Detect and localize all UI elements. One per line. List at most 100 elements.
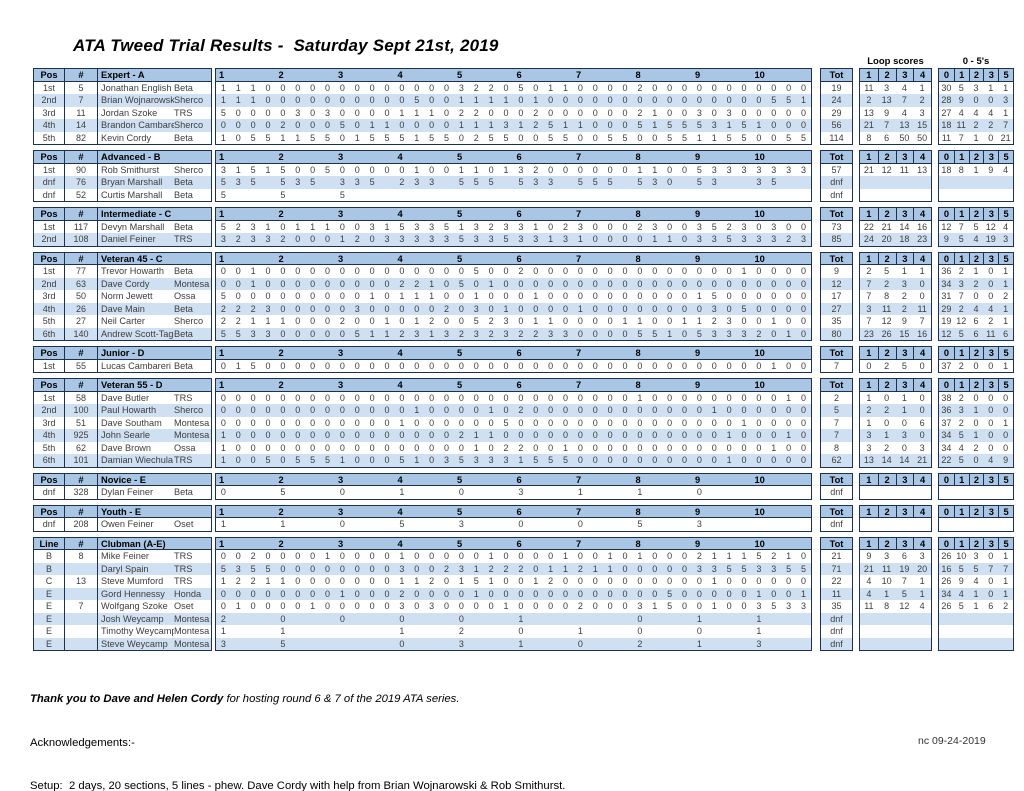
score-cell: 0 bbox=[369, 551, 375, 561]
score-cell: 0 bbox=[801, 455, 807, 465]
score-cell: 3 bbox=[563, 328, 569, 339]
score-cell bbox=[588, 518, 603, 531]
rider-row: 5th 82 Kevin Cordy Beta bbox=[34, 131, 211, 144]
score-cell bbox=[484, 613, 499, 626]
col1-header: Line bbox=[34, 537, 65, 549]
score-cell: 0 bbox=[667, 405, 673, 415]
count-header-cell: 2 bbox=[968, 151, 984, 163]
score-cell: 0 bbox=[354, 107, 360, 118]
section-header: 1 bbox=[219, 474, 225, 485]
score-cell: 0 bbox=[756, 107, 762, 118]
rider-row: 4th 14 Brandon Cambareri Sherco bbox=[34, 119, 211, 132]
page-title: ATA Tweed Trial Results - Saturday Sept … bbox=[73, 36, 499, 55]
score-cell: 0 bbox=[369, 417, 375, 428]
score-cell: 0 bbox=[533, 551, 539, 561]
score-cell: 0 bbox=[637, 266, 643, 276]
loop-cell: 3 bbox=[866, 430, 872, 440]
score-cell: 5 bbox=[250, 563, 256, 574]
score-cell: 0 bbox=[220, 551, 226, 561]
score-cell: 3 bbox=[756, 638, 762, 649]
score-cell: 0 bbox=[667, 221, 673, 232]
score-cell: 0 bbox=[592, 601, 598, 611]
score-cell: 0 bbox=[548, 303, 554, 314]
score-cell: 0 bbox=[280, 291, 286, 301]
score-cell: 0 bbox=[295, 430, 301, 440]
score-cell: 2 bbox=[548, 576, 554, 586]
loop-cell: 1 bbox=[884, 430, 890, 440]
rider-bike: TRS bbox=[174, 563, 193, 574]
score-cell: 1 bbox=[250, 95, 256, 105]
rider-bike: Honda bbox=[174, 588, 202, 599]
loop-cell: 3 bbox=[919, 551, 925, 561]
score-cell: 0 bbox=[592, 266, 598, 276]
counts-row: 36 3 1 0 0 bbox=[939, 404, 1013, 417]
score-cell: 0 bbox=[801, 278, 807, 289]
rider-name: Dave Cordy bbox=[101, 278, 150, 289]
score-cell: 1 bbox=[637, 551, 643, 561]
score-cell bbox=[261, 638, 276, 651]
score-cell: 2 bbox=[458, 430, 464, 440]
score-cell: 1 bbox=[637, 487, 643, 497]
count-cell: 4 bbox=[988, 107, 994, 118]
rider-row: E Steve Weycamp Montesa bbox=[34, 637, 211, 650]
rider-name: Paul Howarth bbox=[101, 405, 157, 415]
counts-row: 9 5 4 19 3 bbox=[939, 233, 1013, 246]
score-cell: 0 bbox=[786, 405, 792, 415]
class-name: Novice - E bbox=[101, 474, 146, 485]
score-cell: 2 bbox=[488, 563, 494, 574]
score-cell: 0 bbox=[369, 303, 375, 314]
score-cell bbox=[499, 518, 514, 531]
count-header-cell: 2 bbox=[968, 252, 984, 264]
score-cell: 0 bbox=[726, 303, 732, 314]
score-cell: 0 bbox=[741, 430, 747, 440]
loop-row bbox=[860, 612, 931, 625]
score-cell: 0 bbox=[399, 120, 405, 130]
score-cell: 0 bbox=[444, 601, 450, 611]
score-cell bbox=[558, 638, 573, 651]
score-cell: 0 bbox=[265, 588, 271, 599]
score-cell: 0 bbox=[295, 303, 301, 314]
score-cell: 0 bbox=[518, 626, 524, 636]
score-cell: 0 bbox=[235, 132, 241, 143]
rider-bike: Oset bbox=[174, 519, 194, 529]
score-cell bbox=[365, 625, 380, 638]
score-cell: 0 bbox=[444, 430, 450, 440]
score-cell bbox=[305, 638, 320, 651]
loop-cell: 12 bbox=[881, 164, 892, 175]
score-grid: 1 2 3 4 5 6 7 8 9 10 0 0 1 0 0 0 0 0 0 0 0 0 0 0 0 0 0 5 0 0 2 0 0 0 0 0 0 0 0… bbox=[215, 251, 812, 341]
score-cell bbox=[424, 613, 439, 626]
score-cell: 1 bbox=[399, 626, 405, 636]
score-cell: 0 bbox=[429, 164, 435, 175]
score-cell: 0 bbox=[622, 82, 628, 93]
section-header: 3 bbox=[338, 380, 344, 390]
score-cell bbox=[588, 189, 603, 202]
score-cell: 0 bbox=[518, 430, 524, 440]
loop-cell: 7 bbox=[919, 316, 925, 326]
score-cell bbox=[543, 613, 558, 626]
loop-header-cell: 4 bbox=[913, 379, 931, 391]
section-header: 4 bbox=[397, 538, 403, 549]
score-cell: 1 bbox=[756, 120, 762, 130]
score-cell: 0 bbox=[354, 430, 360, 440]
section-header: 3 bbox=[338, 348, 344, 358]
riders-table: Pos # Junior - D 1st 55 Lucas Cambareri Beta bbox=[33, 346, 212, 373]
loop-cell: 21 bbox=[863, 120, 874, 130]
score-cell bbox=[618, 176, 633, 189]
section-header: 5 bbox=[457, 348, 463, 358]
col1-header: Pos bbox=[34, 473, 65, 485]
count-cell: 1 bbox=[1003, 266, 1009, 276]
loop-cell: 3 bbox=[884, 82, 890, 93]
zero-five-counts: 0 1 2 3 5 37 2 0 0 1 bbox=[938, 346, 1014, 373]
score-cell: 0 bbox=[801, 360, 807, 371]
score-cell bbox=[305, 518, 320, 531]
score-cell: 1 bbox=[473, 442, 479, 453]
score-cell: 0 bbox=[310, 120, 316, 130]
score-cell: 0 bbox=[801, 442, 807, 453]
score-cell: 3 bbox=[384, 234, 390, 244]
count-cell: 4 bbox=[973, 576, 979, 586]
score-cell: 2 bbox=[488, 328, 494, 339]
